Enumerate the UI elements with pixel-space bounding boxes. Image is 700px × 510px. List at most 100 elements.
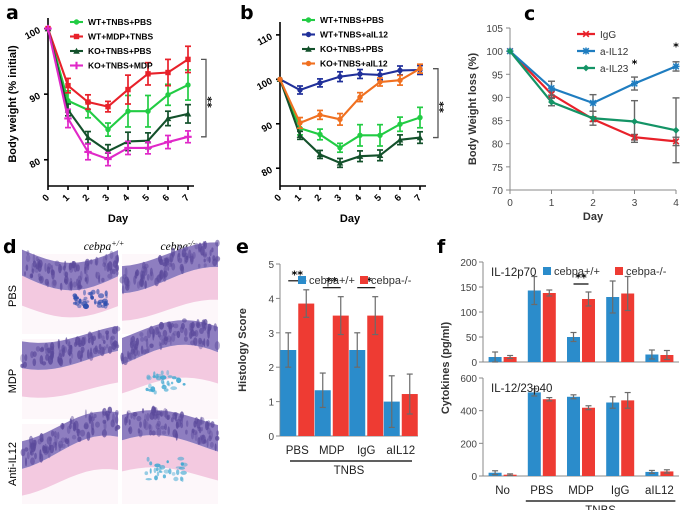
x-tick-label: 4	[120, 192, 132, 204]
crypt-texture	[197, 263, 201, 269]
crypt-texture	[95, 271, 101, 280]
y-tick-label: 90	[492, 93, 504, 104]
crypt-texture	[32, 260, 37, 268]
crypt-texture	[52, 279, 57, 286]
stain-patch	[146, 376, 152, 381]
bar	[542, 293, 556, 362]
series-a-IL23	[506, 47, 680, 164]
crypt-texture	[95, 271, 98, 279]
y-tick-label: 1	[268, 398, 274, 409]
crypt-texture	[112, 268, 116, 275]
crypt-texture	[196, 323, 201, 329]
data-point	[377, 72, 383, 78]
crypt-texture	[171, 332, 176, 342]
crypt-texture	[197, 437, 201, 445]
data-point	[672, 126, 680, 134]
data-point	[357, 132, 363, 139]
crypt-texture	[200, 416, 203, 426]
crypt-texture	[103, 346, 107, 351]
crypt-texture	[136, 415, 142, 422]
crypt-texture	[104, 262, 107, 272]
data-point	[277, 76, 283, 83]
crypt-texture	[167, 266, 170, 271]
histology-image	[22, 249, 120, 334]
stain-patch	[182, 383, 186, 386]
crypt-texture	[172, 330, 178, 336]
y-tick-label: 5	[268, 260, 274, 271]
crypt-texture	[161, 430, 167, 435]
crypt-texture	[143, 266, 148, 276]
x-tick-label: 1	[549, 198, 555, 209]
data-point	[65, 82, 71, 89]
crypt-texture	[98, 343, 102, 350]
stain-patch	[162, 381, 165, 387]
x-tick-label: 3	[100, 192, 112, 204]
crypt-texture	[176, 330, 181, 339]
x-tick-label: aIL12	[386, 445, 415, 457]
crypt-texture	[77, 284, 83, 289]
x-axis-title: Day	[340, 213, 361, 225]
crypt-texture	[184, 328, 188, 337]
panel-d-label: d	[3, 236, 17, 258]
crypt-texture	[184, 255, 189, 263]
crypt-texture	[207, 330, 210, 339]
crypt-texture	[53, 431, 57, 438]
crypt-texture	[68, 263, 74, 273]
crypt-texture	[160, 425, 166, 430]
stain-patch	[96, 303, 103, 308]
stain-patch	[166, 460, 169, 464]
tissue-mucosa	[122, 242, 218, 294]
crypt-texture	[177, 253, 180, 262]
crypt-texture	[101, 277, 105, 283]
crypt-texture	[57, 339, 60, 349]
crypt-texture	[183, 246, 189, 251]
crypt-texture	[35, 346, 41, 352]
crypt-texture	[159, 270, 163, 281]
stain-patch	[180, 476, 183, 482]
crypt-texture	[37, 261, 40, 266]
crypt-texture	[122, 356, 128, 366]
stain-patch	[84, 300, 90, 303]
data-point	[305, 17, 312, 23]
y-tick-label: 100	[255, 76, 274, 93]
crypt-texture	[213, 323, 217, 332]
data-point	[548, 98, 555, 106]
tissue-serosa	[22, 275, 118, 318]
stain-patch	[152, 375, 157, 379]
crypt-texture	[156, 427, 162, 437]
crypt-texture	[203, 263, 207, 268]
stain-patch	[72, 301, 78, 305]
crypt-texture	[149, 343, 154, 349]
x-tick-label: MDP	[568, 485, 594, 497]
series-line	[46, 28, 189, 132]
bar	[621, 293, 635, 362]
bar	[349, 350, 366, 436]
bar	[280, 350, 297, 436]
stain-patch	[149, 468, 152, 474]
panel-c: c 70 75 80 85 90 95 100 105 0 1 2 3 4 Day Body Weight …	[462, 0, 700, 236]
crypt-texture	[199, 434, 205, 440]
data-point	[297, 87, 303, 93]
crypt-texture	[97, 329, 101, 340]
crypt-texture	[46, 266, 51, 274]
histology-row-label: MDP	[7, 369, 19, 393]
crypt-texture	[30, 457, 35, 465]
crypt-texture	[25, 254, 31, 262]
data-point	[631, 80, 638, 88]
crypt-texture	[30, 450, 33, 456]
significance-stars: **	[437, 101, 450, 113]
crypt-texture	[215, 239, 220, 247]
data-point	[73, 47, 80, 54]
crypt-texture	[141, 265, 147, 274]
crypt-texture	[68, 341, 71, 352]
crypt-texture	[214, 255, 220, 263]
crypt-texture	[115, 424, 121, 430]
crypt-texture	[95, 256, 99, 266]
crypt-texture	[54, 260, 60, 267]
histology-image	[20, 406, 121, 504]
crypt-texture	[109, 250, 114, 260]
data-point	[356, 153, 364, 159]
crypt-texture	[87, 349, 90, 359]
data-point	[305, 45, 312, 52]
